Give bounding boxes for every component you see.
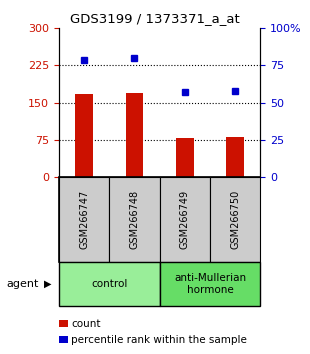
Bar	[59, 177, 109, 262]
Text: ▶: ▶	[44, 279, 52, 289]
Bar	[160, 177, 210, 262]
Text: GSM266747: GSM266747	[79, 190, 89, 249]
Text: GSM266749: GSM266749	[180, 190, 190, 249]
Bar	[59, 262, 160, 306]
Text: GSM266748: GSM266748	[130, 190, 140, 249]
Bar	[109, 177, 160, 262]
Bar	[126, 93, 143, 177]
Text: control: control	[91, 279, 127, 289]
Bar	[226, 137, 244, 177]
Text: percentile rank within the sample: percentile rank within the sample	[71, 335, 247, 345]
Text: agent: agent	[6, 279, 38, 289]
Bar	[176, 138, 194, 177]
Bar	[75, 94, 93, 177]
Text: count: count	[71, 319, 101, 329]
Text: GDS3199 / 1373371_a_at: GDS3199 / 1373371_a_at	[70, 12, 240, 25]
Text: anti-Mullerian
hormone: anti-Mullerian hormone	[174, 273, 246, 295]
Text: GSM266750: GSM266750	[230, 190, 240, 249]
Bar	[210, 177, 260, 262]
Bar	[160, 262, 260, 306]
